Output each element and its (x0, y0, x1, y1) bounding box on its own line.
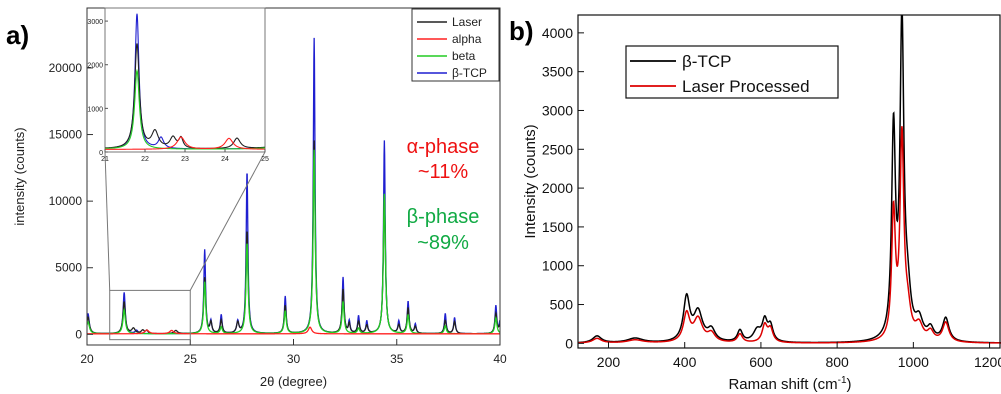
inset-curves (105, 13, 265, 150)
y-tick-label: 0 (75, 327, 82, 341)
y-tick-label: 10000 (49, 194, 83, 208)
x-tick-label: 1000 (898, 354, 929, 370)
x-axis-label: Raman shift (cm-1) (728, 375, 851, 393)
y-tick-label: 3000 (542, 102, 573, 118)
x-tick-label: 600 (749, 354, 773, 370)
inset-y-tick-label: 3000 (87, 19, 103, 26)
inset-x-tick-label: 25 (261, 156, 269, 163)
x-tick-label: 25 (184, 352, 198, 366)
x-tick-label: 40 (493, 352, 507, 366)
legend-label: alpha (452, 32, 482, 46)
inset-x-tick-label: 21 (101, 156, 109, 163)
series-line-1 (578, 126, 1001, 344)
inset-frame (104, 7, 266, 153)
x-axis-label-sup: -1 (838, 375, 847, 386)
x-axis-label: 2θ (degree) (260, 374, 327, 389)
x-tick-label: 800 (825, 354, 849, 370)
x-tick-label: 20 (80, 352, 94, 366)
legend-b: β-TCP Laser Processed (625, 45, 839, 99)
x-tick-label: 30 (287, 352, 301, 366)
zoom-connector (104, 151, 111, 291)
y-tick-label: 0 (565, 335, 573, 351)
inset-series-line-2 (105, 68, 265, 150)
x-axis-label-tail: ) (847, 376, 852, 393)
panel-b-frame (577, 14, 1001, 349)
y-axis-label: Intensity (counts) (522, 124, 539, 238)
y-tick-label: 20000 (49, 61, 83, 75)
panel-label-a: a) (6, 20, 29, 50)
inset-series-line-1 (105, 136, 265, 150)
legend-box (411, 8, 500, 82)
zoom-region (109, 289, 191, 341)
series-line-1 (87, 326, 500, 335)
y-tick-label: 2000 (542, 180, 573, 196)
inset-x-tick-label: 22 (141, 156, 149, 163)
y-axis-label: intensity (counts) (12, 127, 27, 225)
y-tick-label: 15000 (49, 128, 83, 142)
y-tick-label: 5000 (55, 261, 82, 275)
legend-box (625, 45, 839, 99)
annotation-text: ~89% (417, 232, 469, 254)
y-tick-label: 3500 (542, 64, 573, 80)
inset-series-line-0 (105, 43, 265, 149)
inset-y-tick-label: 2000 (87, 63, 103, 70)
annotation-text: β-phase (407, 206, 480, 228)
panel-a-curves (87, 37, 500, 335)
x-tick-label: 200 (597, 354, 621, 370)
y-tick-label: 1000 (542, 258, 573, 274)
y-tick-label: 1500 (542, 219, 573, 235)
x-tick-label: 400 (673, 354, 697, 370)
legend-a: Laser alpha beta β-TCP (411, 8, 500, 82)
panel-label-b: b) (509, 16, 534, 46)
inset-y-tick-label: 0 (99, 150, 103, 157)
x-axis-label-main: Raman shift (cm (728, 376, 837, 393)
inset-x-tick-label: 23 (181, 156, 189, 163)
panel-b-curves (578, 15, 1001, 344)
legend-label: Laser (452, 15, 482, 29)
zoom-connector (189, 151, 266, 291)
y-tick-label: 2500 (542, 141, 573, 157)
inset-x-tick-label: 24 (221, 156, 229, 163)
legend-label: Laser Processed (682, 77, 810, 96)
legend-label: β-TCP (682, 52, 731, 71)
inset-y-tick-label: 1000 (87, 106, 103, 113)
legend-label: beta (452, 49, 476, 63)
x-tick-label: 35 (390, 352, 404, 366)
annotation-text: ~11% (418, 161, 468, 183)
annotation-text: α-phase (407, 136, 480, 158)
legend-label: β-TCP (452, 66, 487, 80)
y-tick-label: 4000 (542, 25, 573, 41)
y-tick-label: 500 (550, 297, 574, 313)
